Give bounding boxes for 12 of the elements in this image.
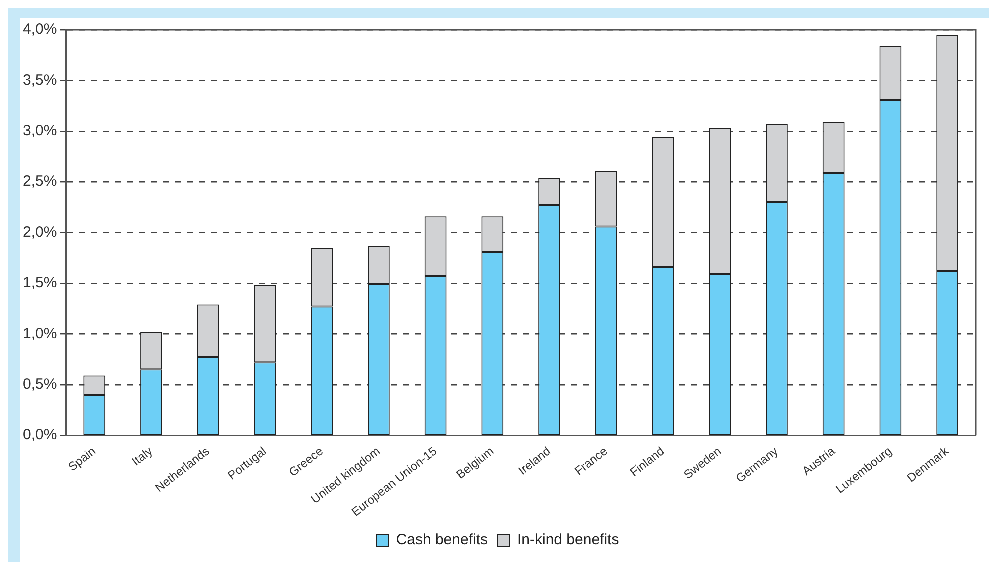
y-tick-label: 2,5% xyxy=(22,173,58,190)
y-tick-label: 1,0% xyxy=(22,325,58,342)
x-tick-label: Italy xyxy=(129,444,156,469)
y-tick-label: 3,0% xyxy=(22,122,58,140)
y-tick-label: 3,5% xyxy=(22,72,58,89)
legend-label: Cash benefits xyxy=(396,532,488,549)
y-tick-label: 0,5% xyxy=(22,376,58,394)
legend-label: In-kind benefits xyxy=(518,532,620,549)
y-tick-label: 4,0% xyxy=(22,21,58,38)
y-tick-label: 0,0% xyxy=(22,426,58,444)
y-tick-label: 1,5% xyxy=(22,274,58,292)
y-tick-label: 2,0% xyxy=(22,224,58,241)
